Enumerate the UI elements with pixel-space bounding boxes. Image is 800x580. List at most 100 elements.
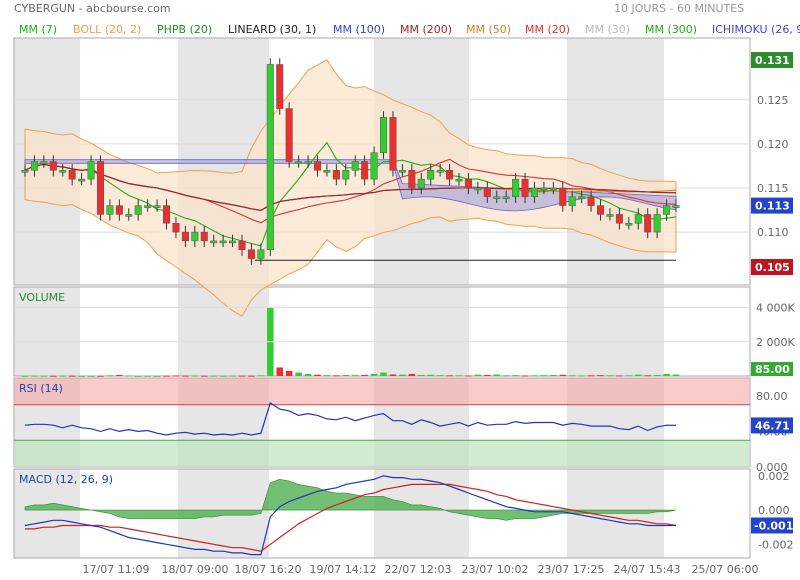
volume-bar — [493, 374, 500, 376]
volume-bar — [21, 375, 29, 377]
session-shade — [567, 287, 664, 376]
volume-bar — [134, 375, 142, 377]
candle-body — [49, 161, 57, 171]
time-tick-label: 24/07 15:43 — [614, 563, 681, 576]
candle-body — [200, 231, 208, 242]
volume-axis: 4 000K 2 000K 85.00 — [14, 302, 795, 376]
volume-bar — [50, 375, 57, 377]
candle-body — [210, 240, 218, 244]
time-tick-label: 23/07 17:25 — [538, 563, 605, 576]
candle-body — [672, 205, 680, 208]
bollinger-area — [24, 59, 677, 317]
volume-bar — [616, 375, 623, 377]
macd-line — [24, 475, 676, 556]
candle-body — [238, 240, 246, 250]
legend-item: MM (50) — [466, 23, 511, 36]
candle-body — [313, 161, 321, 171]
legend-item: MM (7) — [19, 23, 57, 36]
volume-bar — [597, 375, 604, 377]
macd-tick-label: 0.000 — [758, 504, 790, 517]
candle-body — [427, 170, 435, 180]
macd-axis: 0.002 0.000 -0.002 -0.001 — [751, 470, 793, 551]
volume-bar — [380, 372, 387, 376]
rsi-badge-bg — [751, 417, 793, 434]
volume-bar — [125, 375, 133, 377]
macd-tick-label: 0.002 — [758, 470, 790, 483]
volume-bar — [87, 375, 95, 377]
volume-bar — [672, 374, 680, 376]
candle-body — [87, 161, 95, 180]
candle-body — [597, 205, 605, 215]
time-tick-label: 18/07 16:20 — [235, 563, 302, 576]
price-high-badge-bg — [751, 52, 793, 68]
rsi-line — [24, 401, 677, 436]
time-tick-label: 19/07 14:12 — [310, 563, 377, 576]
volume-bar — [333, 375, 340, 377]
rsi-title: RSI (14) — [19, 382, 63, 395]
volume-bar — [40, 375, 48, 377]
macd-last-badge: -0.001 — [754, 519, 793, 532]
price-low-badge-bg — [751, 259, 793, 275]
candle-body — [493, 196, 501, 200]
panel-border — [13, 37, 751, 286]
volume-bar — [201, 375, 208, 377]
volume-bar — [314, 374, 321, 376]
macd-badge-bg — [751, 517, 793, 534]
volume-bar — [635, 374, 642, 376]
volume-bar — [502, 375, 510, 377]
volume-bar — [182, 375, 189, 377]
volume-bar — [540, 375, 548, 377]
time-tick-label: 17/07 11:09 — [83, 563, 150, 576]
volume-bar — [304, 373, 312, 376]
volume-bar — [97, 375, 104, 377]
session-shade — [374, 287, 469, 376]
volume-bar — [342, 374, 350, 376]
legend-item: MM (300) — [645, 23, 697, 36]
volume-bar — [210, 375, 217, 377]
volume-bar — [323, 375, 331, 377]
candle-body — [587, 196, 595, 206]
rsi-overbought-zone — [14, 378, 750, 405]
candle-body — [115, 205, 123, 215]
volume-bar — [106, 375, 114, 377]
candle-body — [653, 214, 661, 233]
volume-title: VOLUME — [19, 291, 65, 304]
volume-bar — [31, 375, 38, 377]
volume-bar — [144, 375, 151, 377]
volume-bar — [370, 373, 378, 376]
candle-body — [96, 161, 104, 215]
volume-bar — [427, 374, 434, 376]
candle-body — [276, 64, 284, 109]
volume-last-badge: 85.00 — [755, 363, 790, 376]
volume-bar — [361, 374, 368, 376]
mm200-line — [24, 163, 677, 211]
candle-body — [615, 214, 623, 224]
candle-body — [625, 223, 633, 226]
price-high-badge: 0.131 — [755, 54, 790, 67]
volume-bar — [606, 375, 614, 377]
volume-bar — [550, 374, 557, 376]
time-tick-label: 23/07 10:02 — [462, 563, 529, 576]
candle-body — [342, 170, 350, 180]
volume-bar — [474, 374, 482, 376]
candle-body — [285, 108, 293, 162]
price-tick-label: 0.115 — [757, 182, 789, 195]
macd-signal-line — [25, 483, 677, 552]
volume-bar — [248, 375, 255, 377]
rsi-oversold-zone — [14, 440, 750, 467]
volume-bar — [153, 375, 161, 377]
candle-body — [229, 240, 237, 244]
candle-body — [21, 170, 29, 173]
candle-body — [549, 187, 557, 191]
price-last-badge: 0.113 — [755, 200, 790, 213]
volume-bar — [465, 375, 472, 377]
candle-body — [134, 205, 142, 215]
candle-body — [125, 214, 133, 217]
candle-body — [332, 170, 340, 180]
time-tick-label: 22/07 12:03 — [385, 563, 452, 576]
candle-body — [247, 249, 255, 259]
volume-bar — [512, 375, 519, 377]
price-low-badge: 0.105 — [755, 261, 790, 274]
